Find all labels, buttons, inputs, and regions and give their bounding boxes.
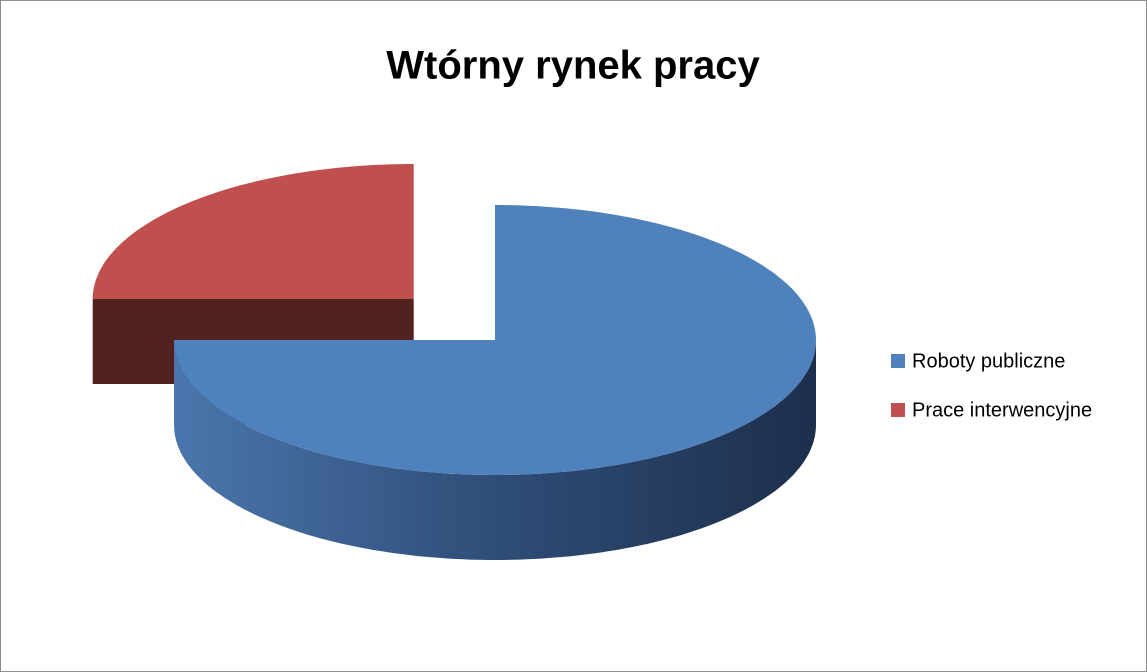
slice	[174, 205, 816, 475]
legend-swatch	[891, 354, 905, 368]
chart-title: Wtórny rynek pracy	[386, 44, 760, 88]
pie	[92, 164, 816, 560]
legend: Roboty publiczne Prace interwencyjne	[891, 350, 1092, 421]
legend-label: Roboty publiczne	[912, 350, 1065, 372]
legend-label: Prace interwencyjne	[912, 399, 1092, 421]
slice	[92, 164, 414, 299]
legend-swatch	[891, 403, 905, 417]
slice-wall	[174, 340, 816, 560]
